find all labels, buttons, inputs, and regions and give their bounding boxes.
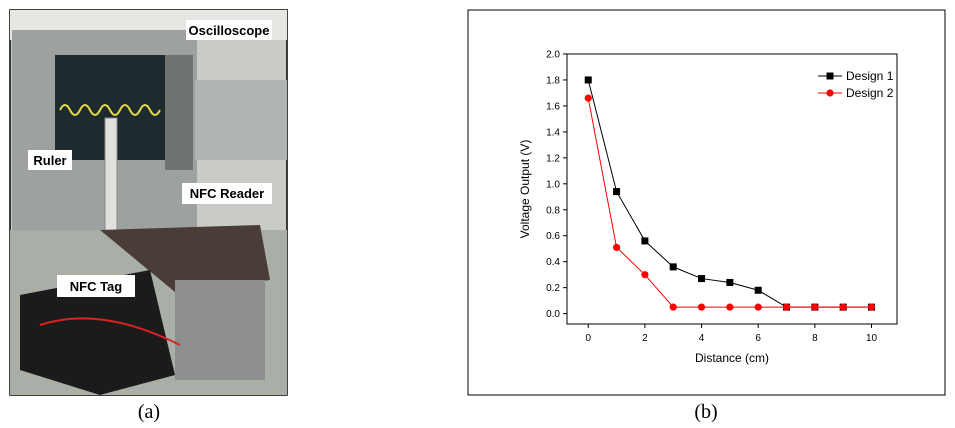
tag-box: [20, 270, 175, 395]
phone: [100, 225, 270, 292]
marker: [754, 286, 762, 294]
marker: [698, 275, 706, 283]
y-axis-label: Voltage Output (V): [518, 140, 532, 239]
reader-stand: [175, 280, 265, 380]
label-box: [28, 150, 72, 170]
label-box: [57, 275, 135, 297]
y-tick-label: 1.8: [546, 75, 560, 86]
photo: Oscilloscope Ruler NFC Reader NFC Tag: [9, 9, 288, 396]
y-tick-label: 0.8: [546, 205, 560, 216]
marker: [613, 188, 621, 196]
label-box: [186, 20, 272, 40]
background-device: [195, 80, 287, 160]
y-tick-label: 2.0: [546, 50, 560, 61]
y-tick-label: 0.2: [546, 283, 560, 294]
y-tick-label: 1.0: [546, 179, 560, 190]
oscilloscope-knobs: [165, 55, 193, 170]
y-tick-label: 1.6: [546, 101, 560, 112]
marker: [811, 303, 819, 311]
marker: [669, 263, 677, 271]
marker: [612, 243, 621, 252]
y-tick-label: 0.4: [546, 257, 560, 268]
caption: (b): [694, 401, 717, 423]
x-axis-label: Distance (cm): [695, 351, 769, 365]
legend-marker: [826, 72, 834, 80]
marker: [641, 271, 649, 279]
photo-label: NFC Reader: [190, 186, 264, 201]
marker: [697, 303, 706, 311]
caption: (a): [138, 401, 160, 423]
label-box: [182, 183, 272, 204]
x-tick-label: 10: [866, 333, 878, 344]
x-tick-label: 0: [585, 333, 591, 344]
chart-frame: [467, 9, 946, 396]
photo-label: Oscilloscope: [189, 23, 270, 38]
y-tick-label: 0.6: [546, 231, 560, 242]
x-tick-label: 8: [812, 333, 818, 344]
marker: [641, 237, 649, 245]
plot-area: [566, 53, 898, 325]
legend-label: Design 1: [846, 69, 894, 83]
photo-label: NFC Tag: [70, 279, 123, 294]
x-tick-label: 2: [642, 333, 648, 344]
marker: [726, 278, 734, 286]
y-tick-label: 1.2: [546, 153, 560, 164]
photo-label: Ruler: [33, 153, 66, 168]
x-tick-label: 4: [699, 333, 705, 344]
marker: [669, 303, 677, 311]
chart: 0.0 0.2 0.4 0.6 0.8 1.0 1.2 1.4 1.6 1.8 2.0 0 2 4 6 8 10…: [518, 50, 898, 365]
x-tick-label: 6: [755, 333, 761, 344]
y-tick-label: 0.0: [546, 309, 560, 320]
y-tick-label: 1.4: [546, 127, 560, 138]
marker: [726, 303, 734, 311]
legend-marker: [826, 89, 834, 97]
wire: [39, 317, 181, 346]
marker: [754, 303, 762, 311]
marker: [867, 303, 876, 311]
legend-label: Design 2: [846, 86, 894, 100]
marker: [584, 76, 592, 84]
marker: [839, 303, 847, 311]
marker: [782, 303, 791, 311]
marker: [584, 94, 592, 102]
waveform: [59, 104, 161, 116]
